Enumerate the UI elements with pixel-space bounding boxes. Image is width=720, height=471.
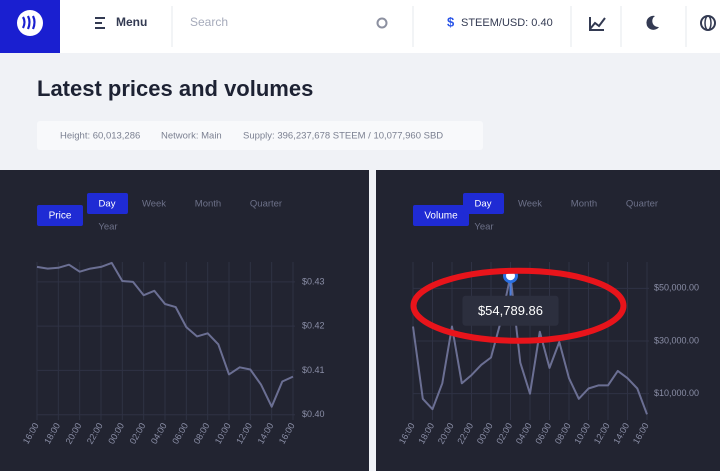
tab[interactable]: Month — [195, 199, 221, 210]
tab[interactable]: Day — [99, 199, 116, 210]
menu-button[interactable]: Menu — [95, 15, 147, 29]
header — [0, 0, 720, 53]
tab[interactable]: Quarter — [626, 199, 658, 210]
price-ticker: STEEM/USD: 0.40 — [461, 17, 553, 29]
page-title: Latest prices and volumes — [37, 76, 313, 101]
tab[interactable]: Week — [142, 199, 166, 210]
tab[interactable]: Month — [571, 199, 597, 210]
chart-icon[interactable] — [589, 17, 606, 31]
series-button-label: Volume — [424, 211, 458, 222]
y-tick-label: $10,000.00 — [654, 388, 699, 398]
line — [36, 261, 294, 408]
series-button[interactable] — [413, 205, 469, 226]
logo-mark — [21, 15, 36, 30]
stat: Height: 60,013,286 — [60, 131, 140, 142]
menu-icon — [95, 17, 105, 29]
search-placeholder: Search — [190, 15, 228, 29]
series-button[interactable] — [37, 205, 83, 226]
tab[interactable]: Year — [98, 222, 117, 233]
y-tick-label: $50,000.00 — [654, 283, 699, 293]
tab[interactable]: Day — [475, 199, 492, 210]
search-icon — [376, 17, 388, 29]
theme-icon[interactable] — [646, 15, 659, 30]
tab[interactable]: Year — [474, 222, 493, 233]
y-tick-label: $0.41 — [302, 365, 325, 375]
y-tick-label: $0.42 — [302, 321, 325, 331]
menu-label: Menu — [116, 15, 147, 29]
stat: Supply: 396,237,678 STEEM / 10,077,960 S… — [243, 131, 443, 142]
tab-active[interactable] — [463, 193, 504, 214]
language-icon[interactable] — [700, 15, 716, 31]
stats-box — [37, 121, 483, 150]
y-tick-label: $30,000.00 — [654, 335, 699, 345]
tab[interactable]: Quarter — [250, 199, 282, 210]
tooltip-box — [462, 295, 559, 326]
annotation-circle — [410, 267, 627, 344]
stat: Network: Main — [161, 131, 222, 142]
y-tick-label: $0.40 — [302, 409, 325, 419]
series-button-label: Price — [49, 211, 72, 222]
tab-active[interactable] — [87, 193, 128, 214]
y-tick-label: $0.43 — [302, 276, 325, 286]
search-box[interactable]: Search — [190, 15, 388, 29]
line — [412, 274, 648, 415]
globe-lines — [704, 15, 712, 31]
tab[interactable]: Week — [518, 199, 542, 210]
dollar-icon: $ — [447, 14, 455, 29]
tooltip-text: $54,789.86 — [478, 303, 543, 318]
